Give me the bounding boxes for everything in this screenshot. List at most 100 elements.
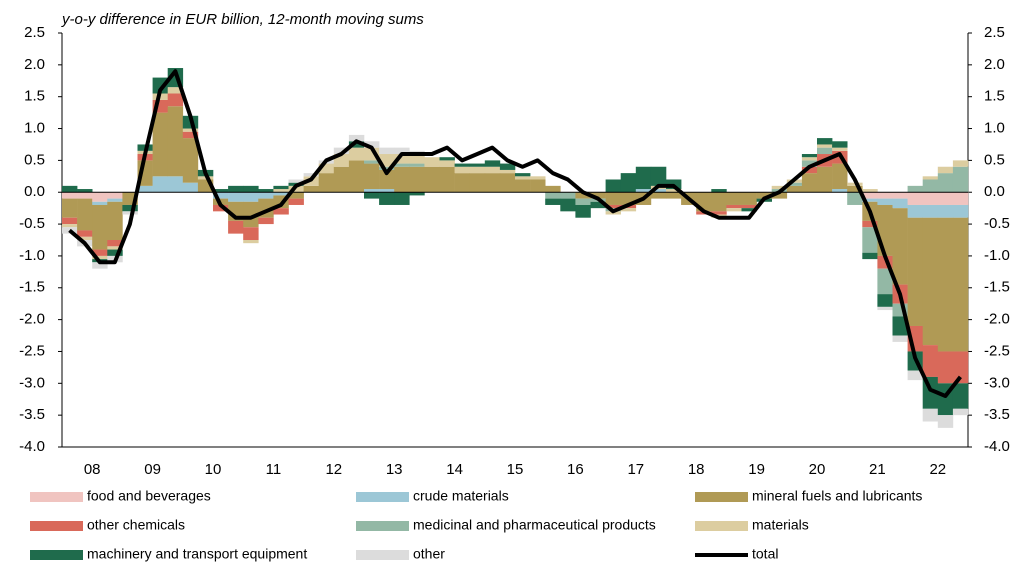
y-tick-label: 0.5 — [24, 151, 45, 168]
bar-segment — [666, 192, 682, 199]
bar-segment — [394, 192, 410, 205]
y2-tick-label: 0.0 — [984, 183, 1005, 200]
bar-segment — [666, 189, 682, 193]
bar-segment — [771, 185, 788, 190]
bar-segment — [922, 217, 939, 346]
bar-segment — [892, 335, 908, 342]
bar-segment — [213, 192, 229, 199]
bar-segment — [892, 192, 908, 199]
bar-segment — [333, 166, 350, 193]
bar-segment — [545, 198, 561, 205]
bar-segment — [801, 166, 818, 174]
bar-segment — [499, 173, 516, 193]
bar-segment — [167, 106, 184, 177]
bar-segment — [439, 166, 455, 193]
bar-segment — [379, 189, 395, 193]
bar-segment — [530, 176, 546, 180]
bar-segment — [107, 249, 123, 256]
bar-segment — [318, 173, 335, 193]
bar-segment — [786, 185, 803, 193]
bar-segment — [515, 176, 531, 180]
bar-segment — [213, 204, 229, 212]
bar-segment — [877, 294, 893, 307]
bar-segment — [92, 201, 108, 205]
bar-segment — [379, 147, 395, 155]
y2-tick-label: -3.5 — [984, 406, 1010, 423]
bar-segment — [741, 204, 757, 209]
bar-segment — [62, 217, 78, 225]
bar-segment — [937, 166, 954, 174]
bar-segment — [348, 141, 365, 148]
bar-segment — [318, 163, 335, 174]
bar-segment — [832, 189, 848, 193]
bar-segment — [348, 134, 365, 142]
bar-segment — [817, 166, 833, 193]
legend-label: other chemicals — [87, 517, 185, 533]
bar-segment — [711, 189, 727, 193]
y2-tick-label: -4.0 — [984, 438, 1010, 455]
bar-segment — [409, 192, 425, 196]
bar-segment — [273, 185, 289, 190]
legend-label: food and beverages — [87, 488, 211, 504]
y-tick-label: 1.5 — [24, 88, 45, 105]
legend-swatch — [30, 521, 83, 531]
chart-subtitle: y-o-y difference in EUR billion, 12-mont… — [61, 11, 424, 28]
legend-swatch — [30, 550, 83, 560]
bar-segment — [409, 166, 425, 193]
bar-segment — [817, 147, 833, 155]
x-tick-label: 21 — [869, 461, 886, 478]
bar-segment — [922, 176, 939, 180]
y2-tick-label: 2.0 — [984, 56, 1005, 73]
legend-swatch — [356, 521, 409, 531]
bar-segment — [499, 169, 516, 174]
legend-label: materials — [752, 517, 809, 533]
bar-segment — [273, 208, 289, 215]
y2-tick-label: -2.0 — [984, 311, 1010, 328]
x-tick-label: 10 — [205, 461, 222, 478]
legend-swatch — [30, 492, 83, 502]
bar-segment — [303, 185, 319, 193]
bar-segment — [892, 198, 908, 209]
bar-segment — [273, 189, 289, 193]
y2-tick-label: -1.0 — [984, 247, 1010, 264]
legend-label: machinery and transport equipment — [87, 546, 307, 562]
bar-segment — [922, 408, 939, 422]
bar-segment — [907, 204, 923, 218]
y-tick-label: -3.5 — [19, 406, 45, 423]
bar-segment — [937, 217, 954, 352]
bar-segment — [182, 182, 199, 193]
bar-segment — [726, 192, 742, 205]
x-tick-label: 11 — [266, 461, 282, 478]
x-tick-label: 18 — [688, 461, 705, 478]
y2-tick-label: 0.5 — [984, 151, 1005, 168]
bar-segment — [62, 198, 78, 218]
bar-segment — [228, 185, 244, 193]
bar-segment — [137, 185, 153, 193]
bar-segment — [847, 185, 863, 193]
bar-segment — [77, 230, 93, 237]
bar-segment — [288, 192, 304, 199]
bar-segment — [454, 173, 470, 193]
bar-segment — [152, 112, 168, 177]
bar-segment — [469, 166, 486, 174]
bar-segment — [182, 128, 199, 132]
bar-segment — [484, 166, 501, 174]
total-line — [68, 69, 962, 398]
bar-segment — [711, 192, 727, 212]
y2-tick-label: -3.0 — [984, 374, 1010, 391]
bar-segment — [77, 192, 93, 199]
bar-segment — [575, 192, 591, 199]
bar-segment — [454, 166, 470, 174]
bar-segment — [122, 211, 138, 215]
x-tick-label: 22 — [929, 461, 946, 478]
bar-segment — [167, 176, 184, 193]
bar-segment — [937, 204, 954, 218]
bar-segment — [288, 185, 304, 193]
bar-segment — [379, 169, 395, 190]
bar-segment — [922, 192, 939, 205]
x-tick-label: 20 — [809, 461, 826, 478]
bar-segment — [575, 204, 591, 218]
bar-segment — [741, 208, 757, 212]
bar-segment — [152, 176, 168, 193]
